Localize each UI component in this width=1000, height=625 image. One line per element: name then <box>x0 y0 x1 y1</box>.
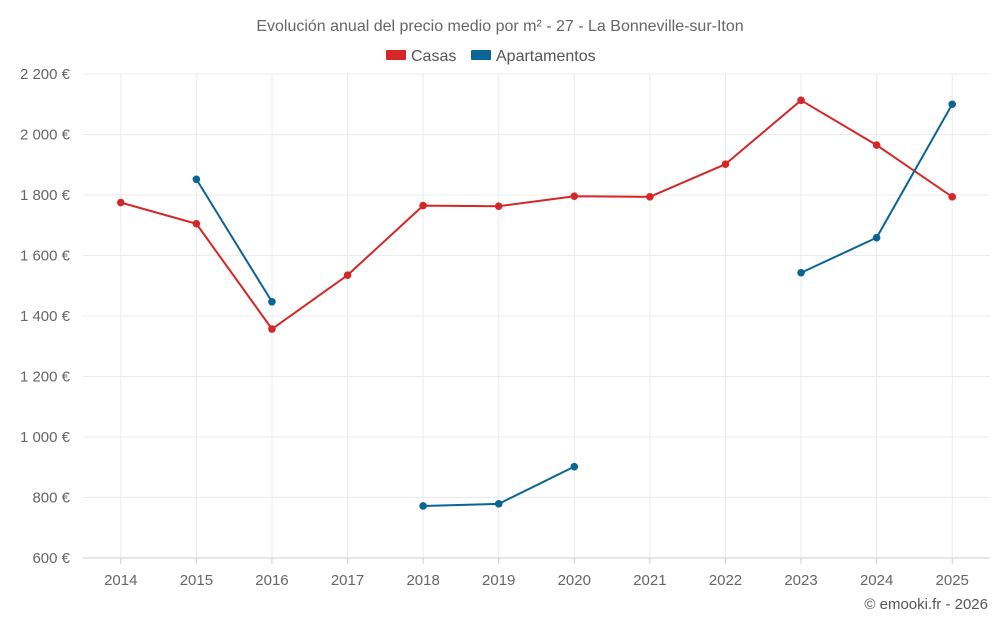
x-tick-label: 2021 <box>633 572 666 589</box>
x-tick-label: 2023 <box>784 572 817 589</box>
series-casas <box>116 96 957 333</box>
series <box>116 96 957 510</box>
data-point-casas[interactable] <box>570 192 579 201</box>
data-point-casas[interactable] <box>192 219 201 228</box>
axes: 600 € 800 € 1 000 € 1 200 € 1 400 € 1 600 € 1 … <box>20 66 990 589</box>
data-point-casas[interactable] <box>343 271 352 279</box>
x-tick-label: 2015 <box>180 572 213 589</box>
data-point-apartamentos[interactable] <box>268 297 276 306</box>
y-tick-label: 1 200 € <box>20 369 71 386</box>
x-tick-label: 2016 <box>255 572 288 589</box>
data-point-apartamentos[interactable] <box>192 175 201 184</box>
series-apartamentos <box>192 100 957 510</box>
data-point-casas[interactable] <box>872 141 881 149</box>
x-tick-label: 2014 <box>104 572 137 589</box>
y-tick-label: 1 800 € <box>20 187 71 204</box>
data-point-apartamentos[interactable] <box>419 502 427 510</box>
data-point-apartamentos[interactable] <box>570 462 579 471</box>
data-point-casas[interactable] <box>721 160 730 168</box>
data-point-apartamentos[interactable] <box>797 268 805 277</box>
y-tick-label: 800 € <box>32 490 70 507</box>
data-point-casas[interactable] <box>797 96 805 105</box>
legend-label-apartamentos: Apartamentos <box>496 48 596 65</box>
x-tick-label: 2019 <box>482 572 515 589</box>
legend-item-apartamentos[interactable]: Apartamentos <box>471 48 596 65</box>
data-point-apartamentos[interactable] <box>872 233 881 242</box>
legend[interactable]: Casas Apartamentos <box>386 48 596 65</box>
data-point-casas[interactable] <box>116 198 125 207</box>
legend-swatch-apartamentos <box>471 50 491 60</box>
x-tick-label: 2020 <box>558 572 591 589</box>
series-line-apartamentos <box>195 178 273 303</box>
data-point-casas[interactable] <box>419 201 427 210</box>
y-tick-label: 1 600 € <box>20 248 71 265</box>
data-point-casas[interactable] <box>948 193 957 201</box>
legend-label-casas: Casas <box>411 48 456 65</box>
data-point-apartamentos[interactable] <box>494 500 503 508</box>
data-point-casas[interactable] <box>646 193 654 201</box>
y-tick-label: 2 000 € <box>20 127 71 144</box>
legend-swatch-casas <box>386 50 406 60</box>
x-tick-label: 2018 <box>406 572 439 589</box>
series-line-casas <box>120 99 953 331</box>
data-point-casas[interactable] <box>494 202 503 210</box>
y-tick-label: 1 000 € <box>20 429 71 446</box>
x-tick-label: 2024 <box>860 572 893 589</box>
y-tick-label: 2 200 € <box>20 66 71 83</box>
x-tick-label: 2022 <box>709 572 742 589</box>
credit-text: © emooki.fr - 2026 <box>864 596 988 613</box>
data-point-casas[interactable] <box>268 325 276 333</box>
y-tick-label: 1 400 € <box>20 308 71 325</box>
grid <box>83 73 990 558</box>
legend-item-casas[interactable]: Casas <box>386 48 456 65</box>
chart-title: Evolución anual del precio medio por m² … <box>256 18 743 35</box>
data-point-apartamentos[interactable] <box>948 100 957 109</box>
x-tick-label: 2017 <box>331 572 364 589</box>
y-tick-label: 600 € <box>32 550 70 567</box>
x-tick-label: 2025 <box>936 572 969 589</box>
